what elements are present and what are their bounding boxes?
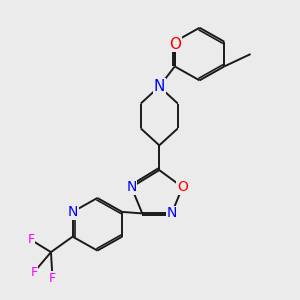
- Text: O: O: [177, 180, 188, 194]
- Text: O: O: [169, 37, 181, 52]
- Text: N: N: [68, 205, 78, 219]
- Text: F: F: [30, 266, 38, 279]
- Text: F: F: [49, 272, 56, 285]
- Text: F: F: [27, 233, 34, 246]
- Text: N: N: [167, 206, 177, 220]
- Text: N: N: [154, 79, 165, 94]
- Text: N: N: [126, 180, 136, 194]
